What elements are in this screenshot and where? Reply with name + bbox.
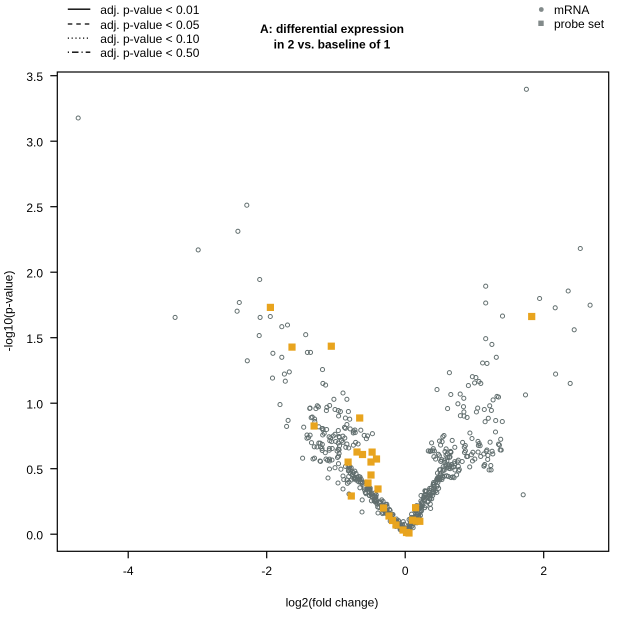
svg-text:adj. p-value < 0.10: adj. p-value < 0.10 [100,32,199,46]
svg-text:0.5: 0.5 [26,463,43,477]
svg-text:-log10(p-value): -log10(p-value) [2,271,16,352]
svg-text:1.5: 1.5 [26,332,43,346]
svg-text:1.0: 1.0 [26,398,43,412]
svg-text:log2(fold change): log2(fold change) [286,596,379,610]
svg-text:probe set: probe set [554,17,605,31]
svg-text:3.5: 3.5 [26,70,43,84]
svg-text:2.0: 2.0 [26,267,43,281]
svg-text:mRNA: mRNA [554,3,589,17]
svg-text:2.5: 2.5 [26,201,43,215]
svg-text:in 2 vs. baseline of 1: in 2 vs. baseline of 1 [274,38,391,52]
svg-text:3.0: 3.0 [26,136,43,150]
svg-text:0: 0 [402,564,409,578]
svg-text:-4: -4 [123,564,134,578]
svg-text:adj. p-value < 0.01: adj. p-value < 0.01 [100,3,199,17]
svg-text:A: differential expression: A: differential expression [260,22,404,36]
svg-text:adj. p-value < 0.50: adj. p-value < 0.50 [100,46,199,60]
svg-text:adj. p-value < 0.05: adj. p-value < 0.05 [100,18,199,32]
svg-text:2: 2 [540,564,547,578]
svg-text:0.0: 0.0 [26,529,43,543]
svg-text:-2: -2 [261,564,272,578]
